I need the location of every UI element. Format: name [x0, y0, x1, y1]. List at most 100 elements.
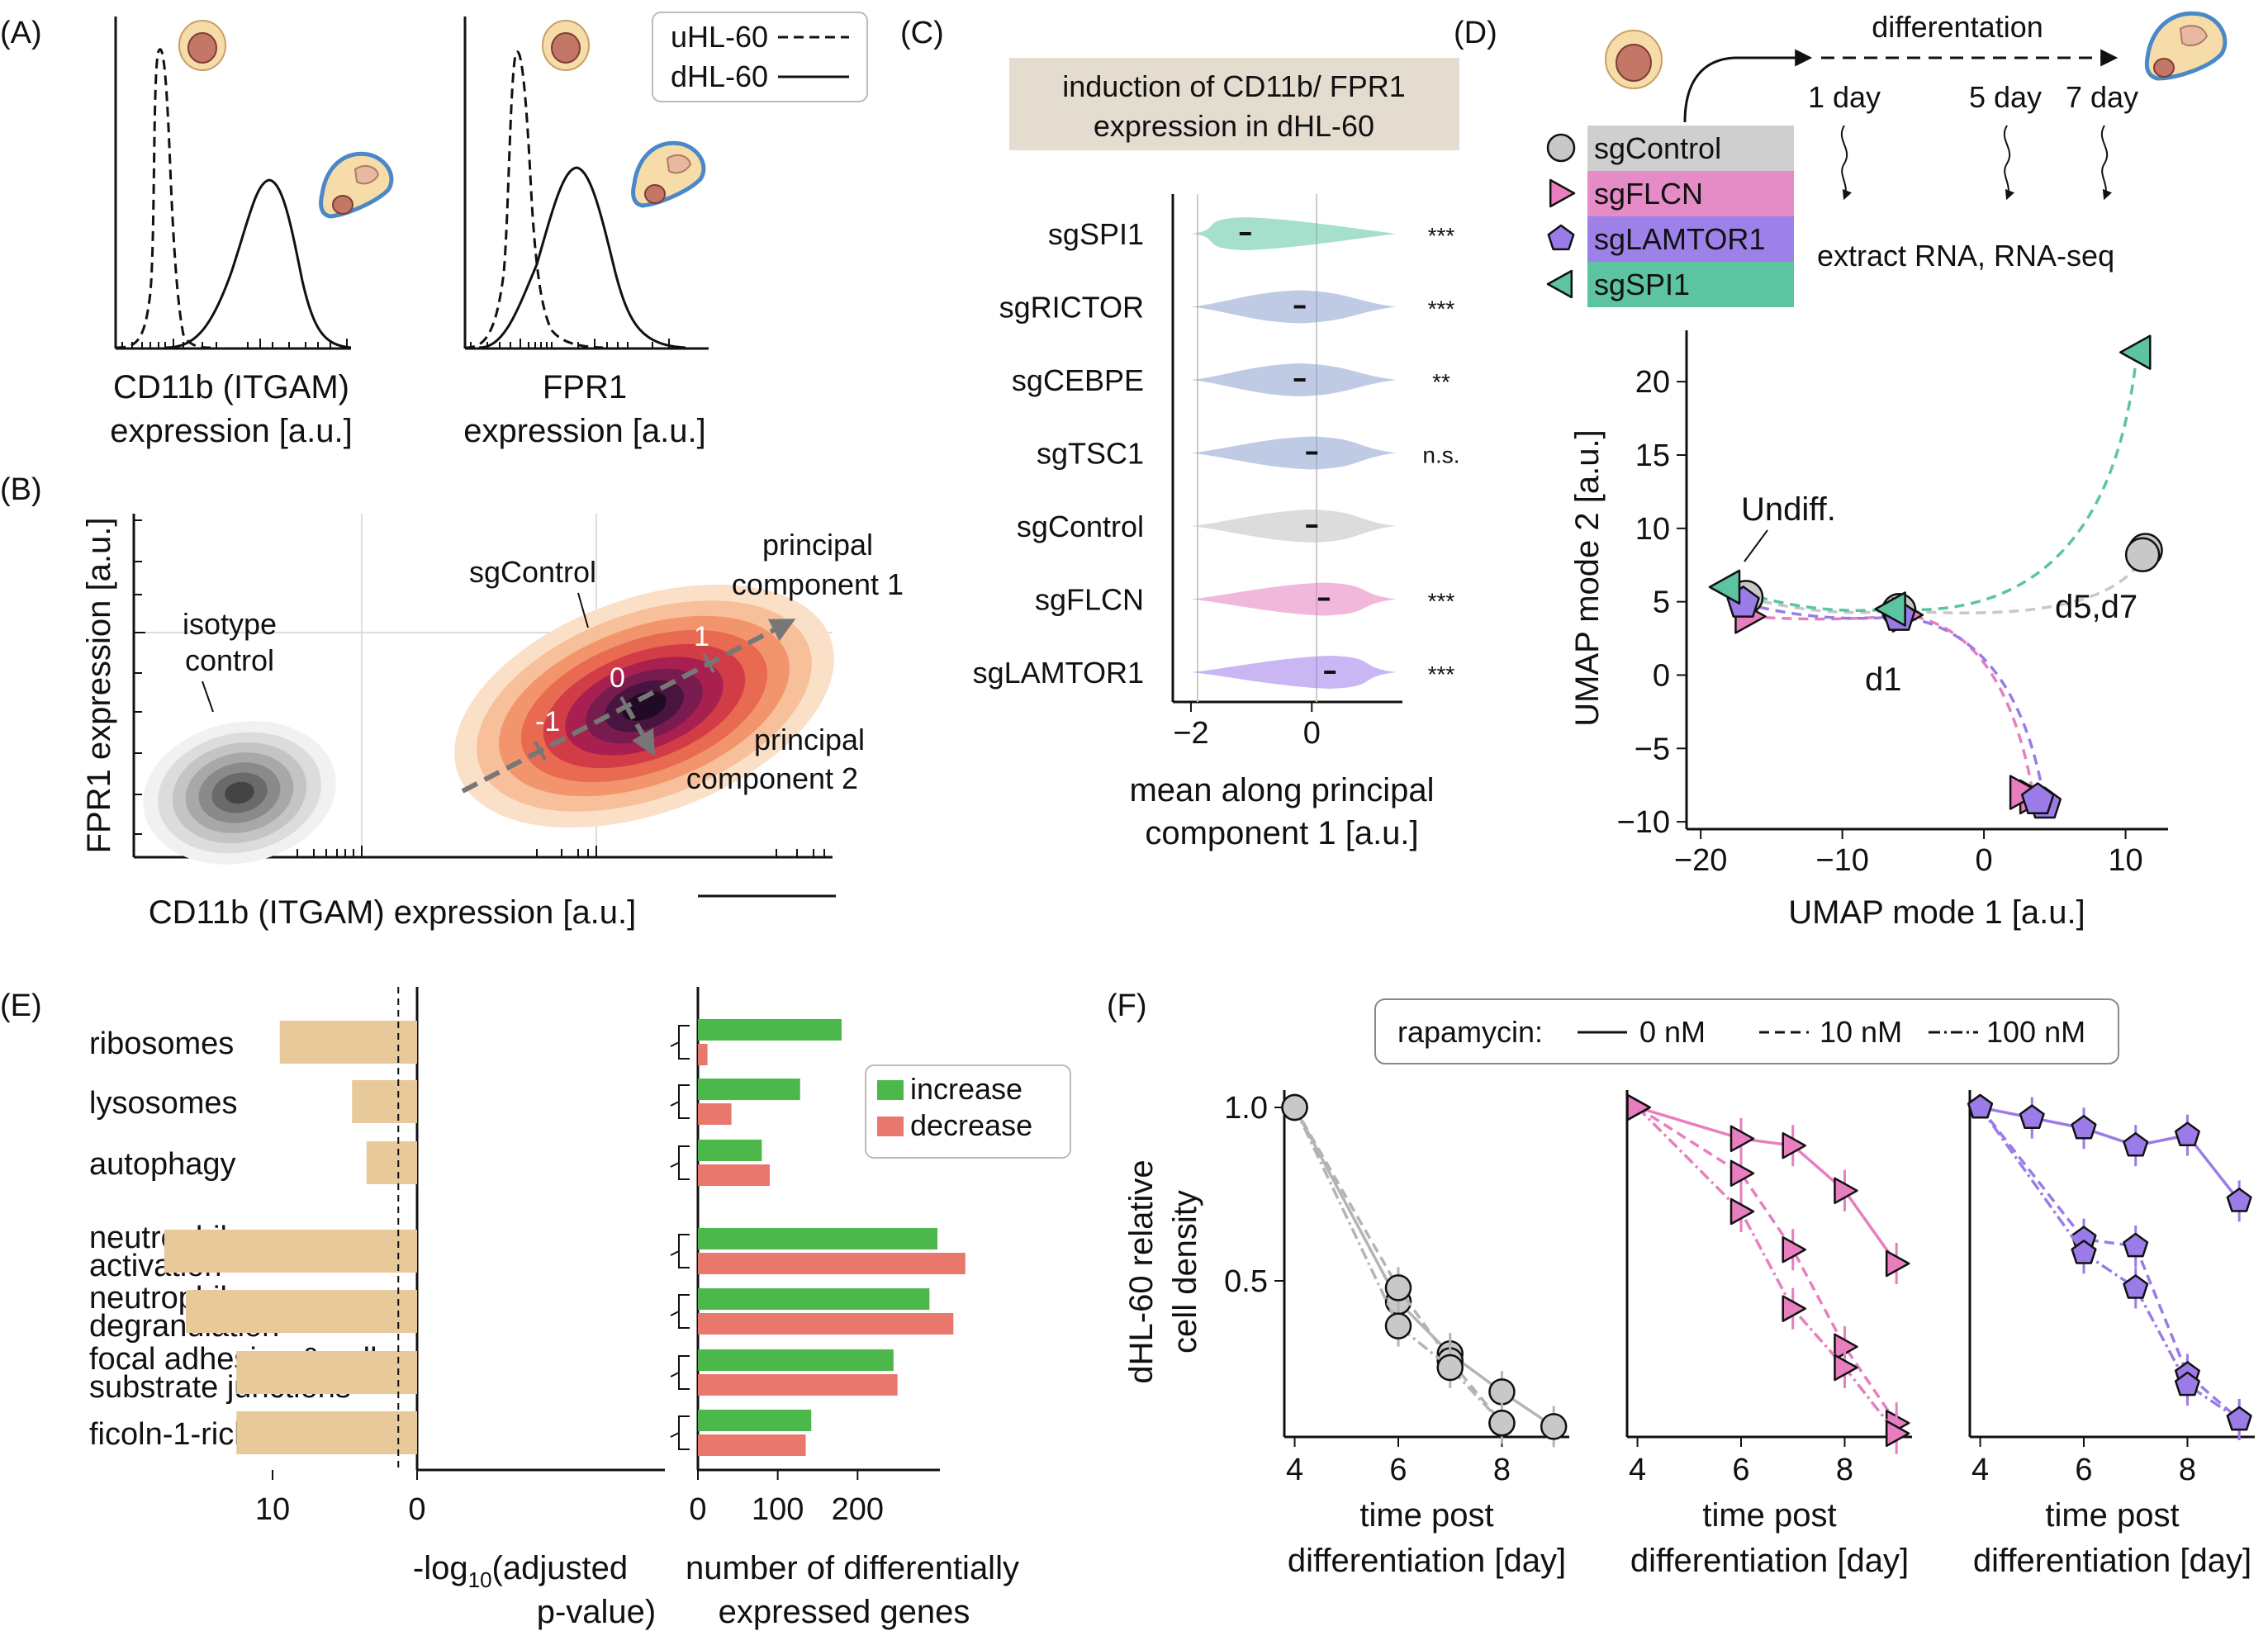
data-point [1834, 1177, 1858, 1205]
category-label: sgLAMTOR1 [973, 656, 1144, 690]
data-point [2123, 1232, 2149, 1258]
dhl60-curve [164, 178, 352, 349]
data-point [1488, 1409, 1516, 1437]
data-point [1384, 1312, 1412, 1339]
decrease-bar [698, 1313, 954, 1335]
y-tick-label: 10 [1635, 512, 1670, 547]
trajectory-line [1745, 549, 2147, 614]
violin [1190, 656, 1397, 689]
differentiated-cell-icon [2144, 11, 2228, 81]
panel-f: (F) rapamycin: 0 nM 10 nM 100 nM dHL-60 … [1107, 989, 2255, 1579]
panel-b-xlabel: CD11b (ITGAM) expression [a.u.] [149, 894, 637, 931]
decrease-bar [698, 1044, 708, 1065]
increase-bar [698, 1079, 800, 1100]
decrease-bar [698, 1253, 966, 1274]
line-100nM [1636, 1106, 1898, 1434]
x-tick-label: 8 [2179, 1453, 2196, 1487]
c-x-ticks: −2 0 [1173, 702, 1321, 751]
x-tick-label: 4 [1629, 1453, 1646, 1487]
data-point [1281, 1093, 1308, 1121]
panel-a-legend: uHL-60 dHL-60 [652, 12, 868, 102]
pvalue-bar [236, 1411, 417, 1454]
panel-a-xlabel-left-1: CD11b (ITGAM) [113, 369, 349, 405]
e-pvalue-bars [164, 987, 417, 1470]
legend-dhl60: dHL-60 [671, 59, 768, 93]
legend-label: sgSPI1 [1594, 268, 1690, 301]
legend-label: sgControl [1594, 131, 1721, 165]
decrease-bar [698, 1164, 770, 1186]
panel-c-xlabel-1: mean along principal [1129, 772, 1434, 808]
increase-bar [698, 1140, 762, 1161]
line-10nM [1636, 1106, 1898, 1425]
violin [1190, 510, 1397, 543]
y-tick-label: 0 [1653, 658, 1670, 693]
violin [1190, 436, 1397, 470]
x-tick-label: 6 [2075, 1453, 2092, 1487]
panel-e-xlabel-right-2: expressed genes [719, 1594, 970, 1630]
y-ticks [134, 519, 145, 835]
undiff-label: Undiff. [1741, 491, 1836, 528]
d1-label: d1 [1865, 661, 1902, 698]
data-point [2174, 1371, 2200, 1396]
line-100nM [1293, 1107, 1503, 1425]
pvalue-bar [352, 1080, 417, 1123]
panel-e-label: (E) [0, 989, 42, 1023]
line-10nM [1979, 1106, 2241, 1421]
data-point [1782, 1295, 1806, 1322]
data-point [2071, 1240, 2097, 1264]
data-point [2019, 1104, 2045, 1129]
x-tick-label: 0 [408, 1492, 425, 1527]
panel-c-title-1: induction of CD11b/ FPR1 [1062, 69, 1406, 103]
y-tick-label: −5 [1635, 732, 1670, 766]
panel-c-title-box [1009, 58, 1459, 150]
data-point [1967, 1093, 1994, 1119]
panel-d-xlabel: UMAP mode 1 [a.u.] [1788, 894, 2085, 931]
undifferentiated-cell-icon [542, 20, 590, 71]
timeline-day5: 5 day [1969, 80, 2042, 114]
category-label: autophagy [89, 1147, 236, 1182]
panel-e: (E) ribosomeslysosomesautophagyneutrophi… [0, 987, 1071, 1630]
differentiated-cell-icon [319, 151, 394, 219]
undifferentiated-cell-icon [1605, 30, 1663, 89]
category-label: sgControl [1017, 510, 1144, 543]
violin [1190, 290, 1397, 324]
decrease-bar [698, 1103, 732, 1125]
category-label: lysosomes [89, 1086, 238, 1121]
umap-points [1708, 334, 2163, 819]
timeline-day1: 1 day [1808, 80, 1881, 114]
violin [1190, 217, 1397, 250]
panel-b-label: (B) [0, 472, 42, 507]
legend-uhl60: uHL-60 [671, 20, 768, 54]
x-tick-label: 0 [1303, 716, 1321, 751]
decrease-bar [698, 1434, 806, 1456]
umap-point [2020, 782, 2055, 814]
y-tick-label: 1.0 [1224, 1091, 1268, 1126]
x-tick-label: 200 [832, 1492, 884, 1527]
increase-bar [698, 1349, 894, 1371]
umap-point [1708, 569, 1741, 605]
data-point [1885, 1420, 1910, 1448]
panel-e-xlabel-right-1: number of differentially [686, 1550, 1019, 1586]
data-point [1384, 1274, 1412, 1301]
legend-100nm: 100 nM [1986, 1015, 2085, 1049]
legend-label: sgFLCN [1594, 177, 1703, 211]
panel-f-ylabel-2: cell density [1167, 1190, 1203, 1354]
y-tick-label: 15 [1635, 439, 1670, 473]
e-count-bars [698, 1019, 966, 1456]
e-x-ticks: 10 0 0 100 200 [255, 1470, 884, 1527]
line-0nM [1980, 1106, 2241, 1202]
bracket [670, 1415, 690, 1450]
pc-tick-minus1: -1 [535, 706, 560, 737]
legend-swatch [1587, 262, 1794, 307]
pc2-label-1: principal [754, 723, 865, 756]
uhl60-curve [115, 48, 211, 349]
line-100nM [1979, 1106, 2241, 1421]
increase-bar [698, 1288, 930, 1310]
c-violins [1190, 217, 1397, 689]
panel-a-xlabel-right-1: FPR1 [543, 369, 627, 405]
